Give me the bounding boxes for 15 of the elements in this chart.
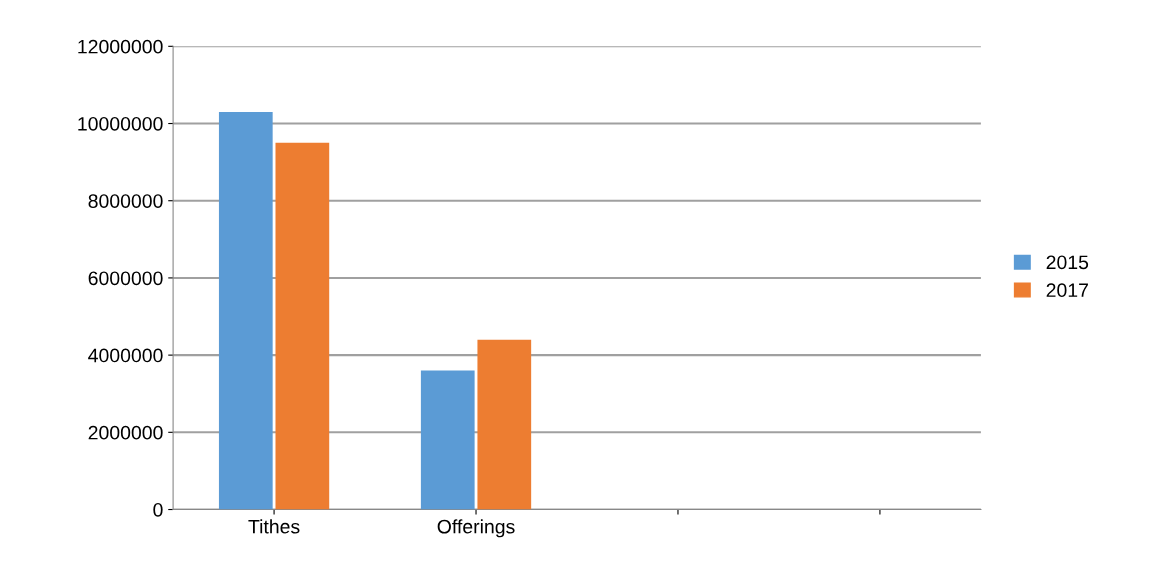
legend-label: 2017 [1046, 283, 1088, 298]
y-tick-label: 12000000 [78, 39, 163, 54]
y-tick-label: 6000000 [88, 271, 163, 286]
y-tick-label: 10000000 [78, 116, 163, 131]
bar [477, 339, 532, 510]
y-tick-label: 2000000 [88, 425, 163, 440]
x-tick-label: Tithes [248, 519, 300, 534]
y-tick-label: 8000000 [88, 194, 163, 208]
bar [275, 142, 330, 510]
bar [420, 370, 475, 510]
legend-label: 2015 [1046, 255, 1089, 270]
y-tick-label: 0 [153, 502, 163, 517]
y-tick-label: 4000000 [88, 348, 163, 363]
x-tick-label: Offerings [437, 519, 515, 538]
bar [218, 111, 273, 510]
